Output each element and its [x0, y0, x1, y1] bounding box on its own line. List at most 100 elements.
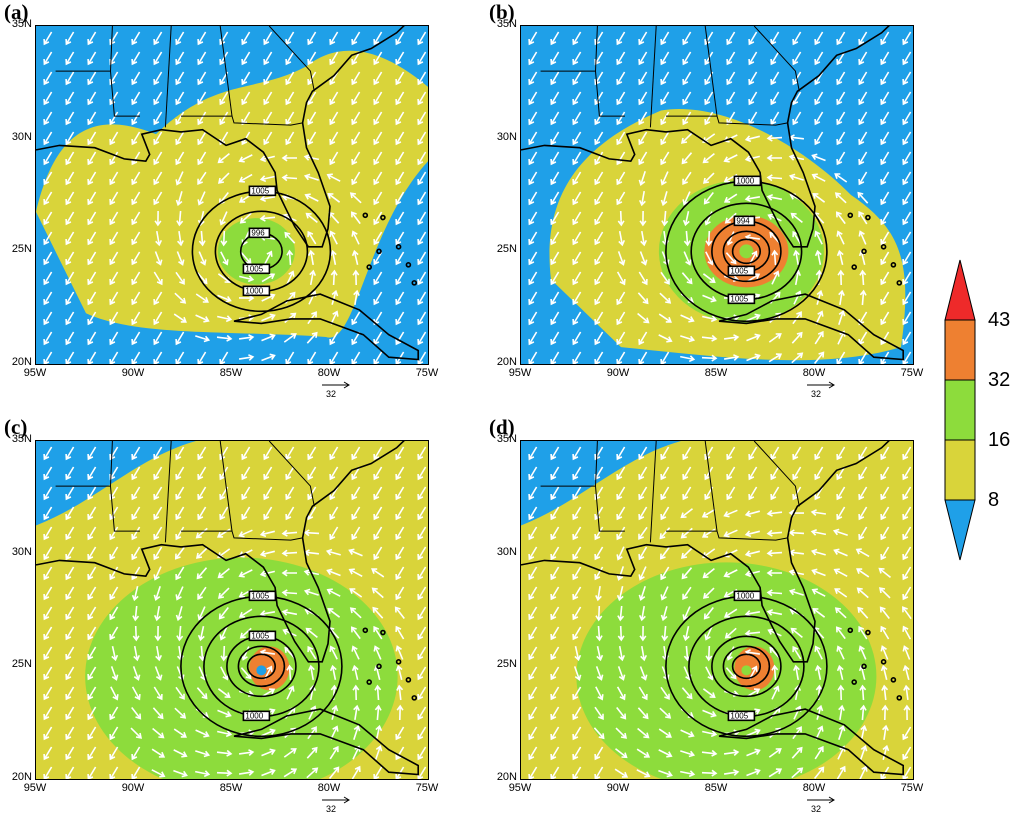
wind-vector — [814, 51, 824, 66]
wind-vector — [43, 766, 53, 779]
wind-vector — [682, 466, 692, 481]
wind-vector — [197, 446, 207, 461]
wind-vector — [814, 466, 824, 481]
wind-vector — [87, 586, 97, 601]
island — [380, 629, 386, 636]
wind-vector — [616, 446, 626, 461]
wind-vector — [790, 212, 803, 224]
island — [890, 262, 897, 268]
wind-vector — [833, 548, 848, 557]
state-border — [540, 70, 625, 117]
wind-vector — [594, 131, 604, 146]
wind-vector — [329, 249, 337, 265]
state-border — [540, 485, 625, 532]
wind-vector — [858, 351, 868, 364]
wind-vector — [353, 289, 360, 306]
wind-vector — [307, 351, 317, 364]
wind-vector — [198, 230, 206, 247]
wind-vector — [87, 566, 97, 581]
wind-vector — [43, 31, 53, 46]
wind-vector — [307, 111, 317, 126]
wind-vector — [175, 506, 185, 521]
wind-vector — [572, 291, 582, 306]
wind-vector — [87, 626, 97, 641]
wind-vector — [65, 466, 75, 481]
wind-vector — [132, 666, 141, 681]
wind-vector — [858, 625, 868, 640]
wind-vector — [766, 589, 783, 597]
wind-vector — [705, 251, 714, 266]
wind-vector — [283, 333, 297, 343]
wind-vector — [702, 567, 715, 579]
wind-vector — [744, 629, 761, 637]
state-border — [595, 441, 598, 487]
panel-label: (d) — [489, 415, 515, 439]
wind-vector — [220, 645, 228, 662]
wind-vector — [617, 210, 625, 227]
wind-vector — [746, 353, 761, 362]
wind-vector — [528, 91, 538, 106]
wind-vector — [417, 706, 427, 721]
wind-vector — [771, 685, 780, 700]
wind-vector — [352, 684, 360, 701]
wind-vector — [880, 271, 890, 286]
wind-vector — [374, 745, 383, 760]
state-border — [268, 26, 315, 92]
wind-vector — [596, 646, 604, 662]
wind-vector — [307, 726, 317, 740]
wind-vector — [814, 31, 824, 46]
wind-vector — [351, 111, 361, 126]
wind-vector — [550, 766, 560, 779]
lat-tick-label: 20N — [496, 771, 517, 783]
wind-vector — [902, 606, 912, 620]
wind-vector — [528, 131, 538, 146]
wind-vector — [880, 31, 890, 46]
wind-vector — [766, 529, 783, 537]
wind-vector — [87, 171, 97, 186]
wind-vector — [351, 151, 361, 166]
wind-vector — [858, 526, 868, 541]
wind-vector — [638, 71, 648, 86]
cuba-outline — [718, 708, 904, 776]
wind-vector — [703, 607, 714, 620]
state-border — [753, 26, 800, 92]
wind-vector — [681, 152, 693, 165]
wind-vector — [748, 486, 758, 501]
wind-vector — [791, 331, 803, 344]
wind-vector — [131, 71, 141, 86]
wind-vector — [373, 251, 383, 266]
reference-vector-label: 32 — [326, 804, 337, 814]
wind-vector — [303, 588, 319, 596]
wind-vector — [902, 151, 912, 166]
wind-vector — [43, 171, 53, 186]
wind-vector — [65, 666, 75, 681]
wind-vector — [792, 446, 802, 461]
wind-vector — [616, 351, 626, 364]
wind-vector — [638, 271, 648, 286]
wind-vector — [394, 606, 405, 619]
wind-vector — [154, 625, 162, 642]
wind-vector — [880, 446, 890, 461]
wind-vector — [176, 625, 184, 642]
wind-vector — [87, 606, 97, 621]
state-border — [181, 115, 303, 126]
wind-vector — [639, 251, 648, 266]
wind-vector — [238, 334, 255, 341]
wind-vector — [594, 566, 604, 581]
wind-vector — [220, 666, 229, 681]
wind-vector — [109, 291, 119, 306]
wind-vector — [307, 645, 317, 660]
wind-vector — [902, 746, 912, 761]
wind-vector — [660, 91, 670, 106]
wind-vector — [724, 212, 737, 224]
island — [376, 663, 382, 670]
wind-vector — [702, 315, 718, 323]
wind-vector — [417, 131, 427, 146]
wind-vector — [239, 627, 252, 639]
wind-vector — [528, 291, 538, 306]
island — [366, 264, 373, 270]
wind-vector — [351, 331, 361, 346]
wind-vector — [638, 586, 646, 602]
wind-vector — [65, 351, 75, 364]
island — [362, 212, 369, 219]
